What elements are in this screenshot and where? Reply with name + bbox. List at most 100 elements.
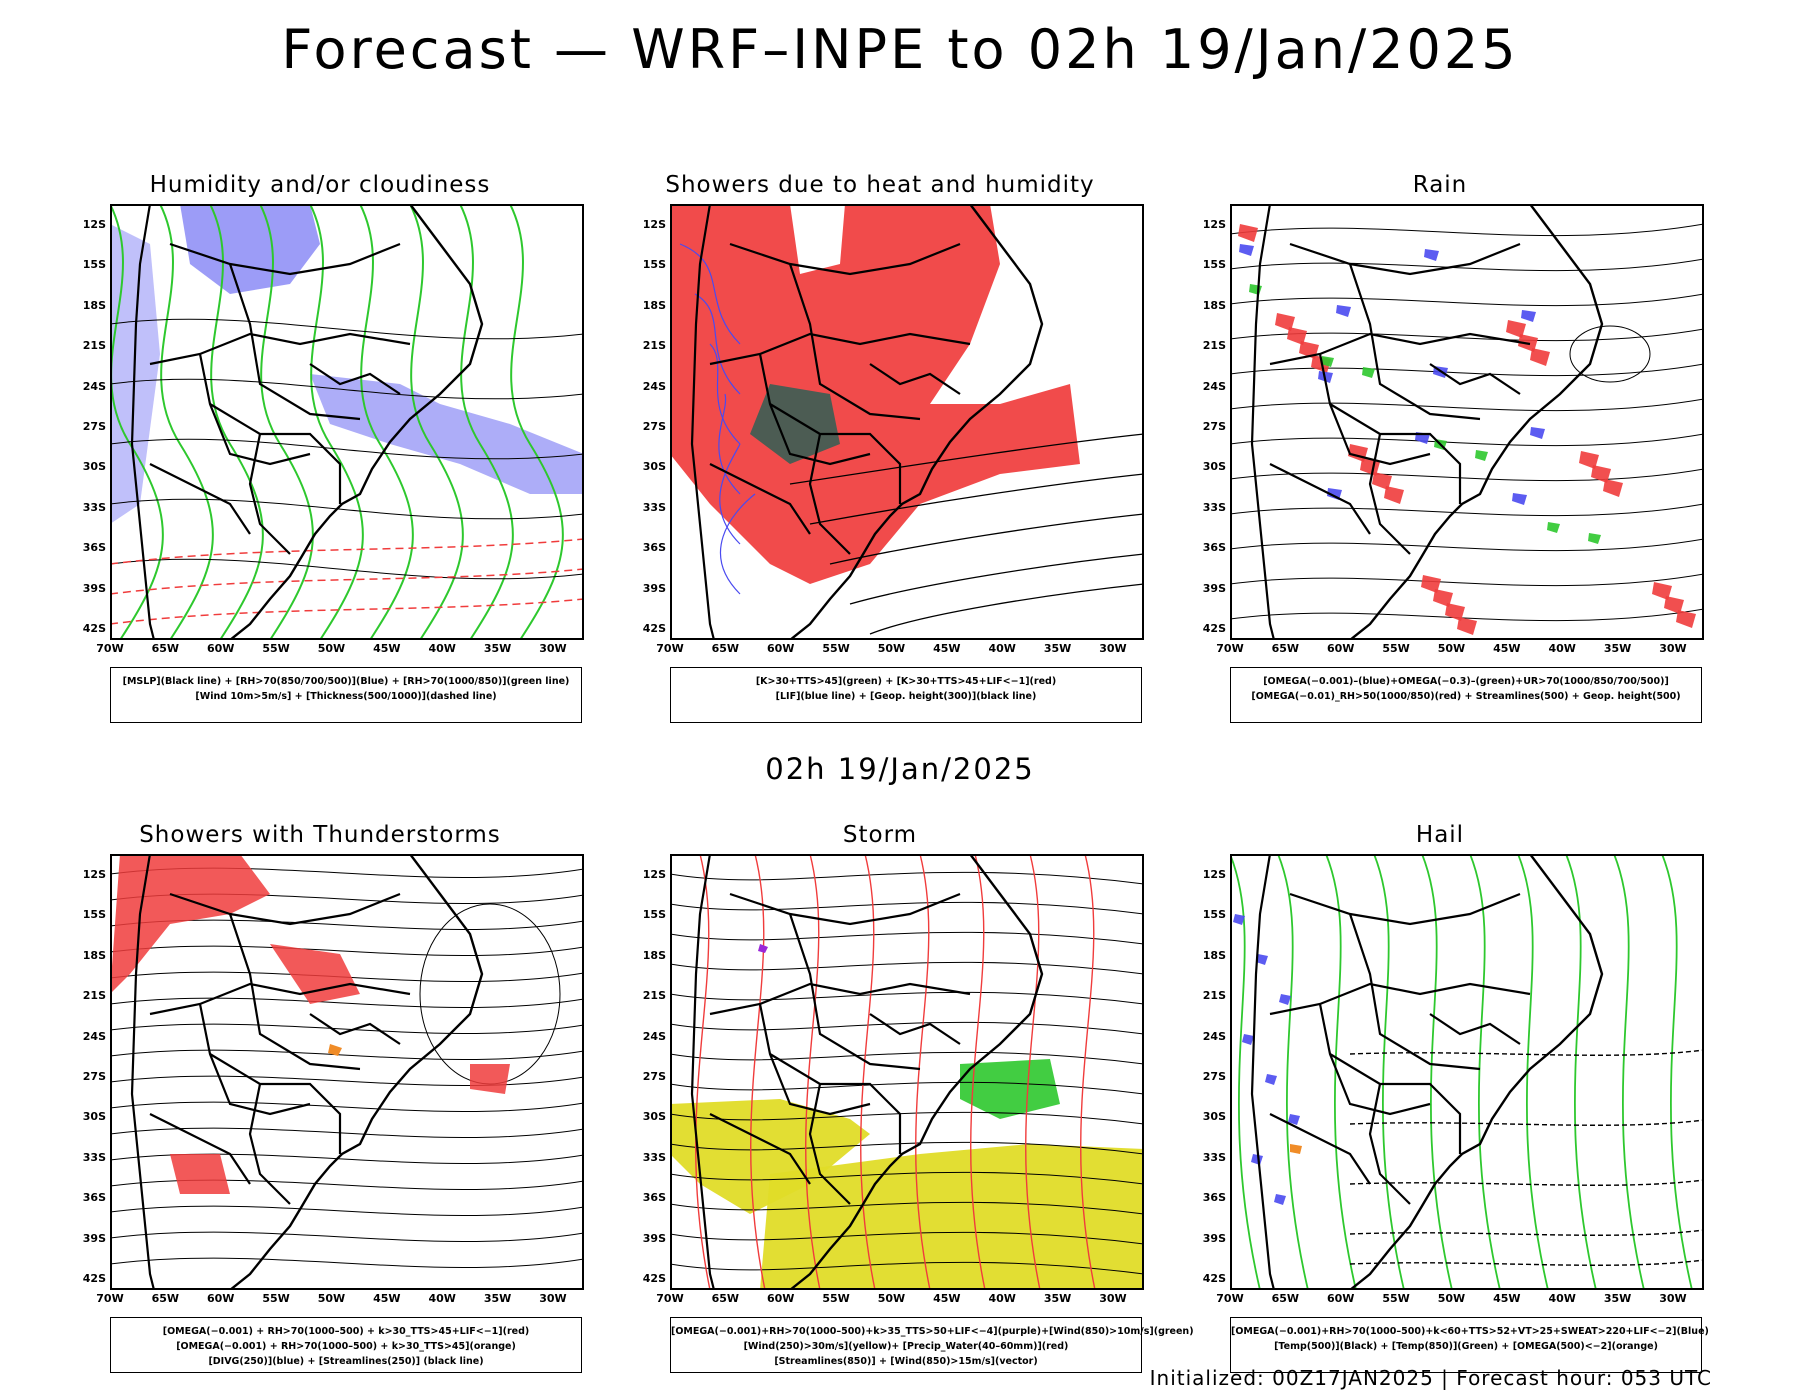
country-border — [729, 242, 961, 276]
west-coastline — [1250, 204, 1276, 640]
streamline-250 — [110, 1127, 584, 1138]
lat-tick-label: 36S — [1202, 541, 1226, 555]
temp-500-contour — [1349, 1229, 1704, 1236]
lat-tick-label: 21S — [642, 989, 666, 1003]
main-title: Forecast — WRF–INPE to 02h 19/Jan/2025 — [281, 18, 1519, 81]
lon-tick-label: 40W — [988, 642, 1016, 655]
lat-tick-label: 12S — [642, 868, 666, 881]
hail-blue-area — [1288, 1114, 1300, 1125]
streamline-850 — [670, 1261, 1144, 1275]
lat-tick-label: 21S — [642, 339, 666, 353]
lon-tick-label: 55W — [822, 1292, 850, 1305]
rain-red-area — [1433, 589, 1453, 607]
legend-line: [OMEGA(−0.001)+RH>70(1000–500)+k>35_TTS>… — [671, 1326, 1194, 1337]
lat-tick-label: 18S — [642, 298, 666, 312]
lif-contour — [709, 343, 741, 445]
map-storm — [670, 854, 1144, 1290]
streamline-250 — [110, 1257, 584, 1268]
country-border — [228, 913, 361, 1071]
storm-purple-area — [758, 944, 768, 953]
rain-red-area — [1275, 313, 1295, 331]
map-canvas — [1230, 854, 1704, 1290]
lat-tick-label: 15S — [642, 258, 666, 272]
initialization-footer: Initialized: 00Z17JAN2025 | Forecast hou… — [1149, 1366, 1712, 1390]
country-border — [1289, 892, 1521, 926]
streamline-850 — [670, 1021, 1144, 1035]
lat-tick-label: 36S — [642, 541, 666, 555]
lon-tick-label: 70W — [96, 1292, 124, 1305]
rain-red-area — [1421, 575, 1441, 593]
legend-line: [Temp(500)](Black) + [Temp(850)](Green) … — [1274, 1341, 1658, 1352]
mslp-isobar — [110, 438, 584, 460]
panel-rain: Rain [OMEGA(−0.001)–(blue)+OMEGA(−0.3)–(… — [1190, 172, 1704, 740]
lon-tick-label: 50W — [1437, 642, 1466, 655]
east-coastline — [1349, 204, 1604, 640]
map-showers-heat — [670, 204, 1144, 640]
streamline-250 — [110, 1101, 584, 1112]
map-frame — [1230, 854, 1704, 1290]
streamline-850 — [670, 931, 1144, 945]
legend-line: [OMEGA(−0.001) + RH>70(1000–500) + k>30_… — [176, 1341, 516, 1352]
temp-850-contour — [1613, 854, 1645, 1290]
lat-tick-label: 24S — [1202, 1029, 1226, 1043]
streamline-250 — [110, 1049, 584, 1060]
country-border — [209, 1053, 342, 1154]
country-border — [1429, 363, 1521, 395]
lat-tick-label: 30S — [82, 460, 106, 474]
lon-tick-label: 55W — [262, 642, 290, 655]
lat-tick-label: 27S — [82, 419, 106, 433]
lat-tick-label: 21S — [82, 989, 106, 1003]
lon-tick-label: 35W — [483, 642, 512, 655]
map-frame — [1230, 204, 1704, 640]
forecast-time-title: 02h 19/Jan/2025 — [765, 752, 1035, 786]
rain-red-area — [1603, 479, 1623, 497]
lat-tick-label: 24S — [82, 1029, 106, 1043]
lon-tick-label: 60W — [1326, 642, 1355, 655]
streamline-850 — [670, 1231, 1144, 1245]
country-border — [758, 1003, 871, 1116]
map-frame — [110, 204, 584, 640]
lon-tick-label: 35W — [1603, 1292, 1632, 1305]
lat-tick-label: 33S — [642, 500, 666, 514]
lon-tick-label: 60W — [206, 1292, 235, 1305]
lat-tick-label: 27S — [1202, 419, 1226, 433]
lon-tick-label: 55W — [1382, 642, 1410, 655]
legend-line: [K>30+TTS>45](green) + [K>30+TTS>45+LIF<… — [755, 676, 1057, 687]
lon-tick-label: 45W — [1493, 1292, 1521, 1305]
geop-height-contour — [869, 583, 1144, 635]
map-frame — [110, 854, 584, 1290]
country-border — [1348, 263, 1481, 421]
lat-tick-label: 12S — [642, 218, 666, 231]
lon-tick-label: 40W — [428, 642, 456, 655]
rh-cloud-area — [310, 374, 584, 494]
rain-green-area — [1475, 450, 1488, 461]
panel-legend: [OMEGA(−0.001)+RH>70(1000–500)+k>35_TTS>… — [670, 1317, 1194, 1373]
lif-contour — [679, 243, 741, 345]
lat-tick-label: 15S — [82, 908, 106, 922]
panel-hail: Hail [OMEGA(−0.001)+RH>70(1000–500)+k<60… — [1190, 822, 1709, 1390]
mslp-isobar — [110, 318, 584, 340]
streamline-850 — [670, 901, 1144, 915]
omega-orange-area — [1290, 1144, 1302, 1154]
rain-blue-area — [1336, 305, 1351, 317]
rain-green-area — [1362, 367, 1375, 378]
streamline — [1230, 503, 1704, 517]
lon-tick-label: 60W — [766, 1292, 795, 1305]
lon-tick-label: 35W — [1043, 1292, 1072, 1305]
panel-title: Showers with Thunderstorms — [139, 822, 501, 848]
country-border — [869, 1013, 961, 1045]
lat-tick-label: 36S — [642, 1191, 666, 1205]
panel-title: Humidity and/or cloudiness — [149, 172, 491, 198]
country-border — [309, 363, 401, 395]
streamline-250 — [110, 1075, 584, 1086]
precip-water-contour — [1025, 854, 1041, 1290]
rain-red-area — [1457, 617, 1477, 635]
rain-blue-area — [1521, 310, 1536, 322]
map-canvas — [1230, 204, 1704, 640]
rh-green-contour — [110, 204, 164, 640]
country-border — [149, 1113, 251, 1185]
lat-tick-label: 33S — [642, 1150, 666, 1164]
lon-tick-label: 65W — [151, 642, 180, 655]
lat-tick-label: 18S — [642, 948, 666, 962]
country-border — [709, 463, 811, 535]
